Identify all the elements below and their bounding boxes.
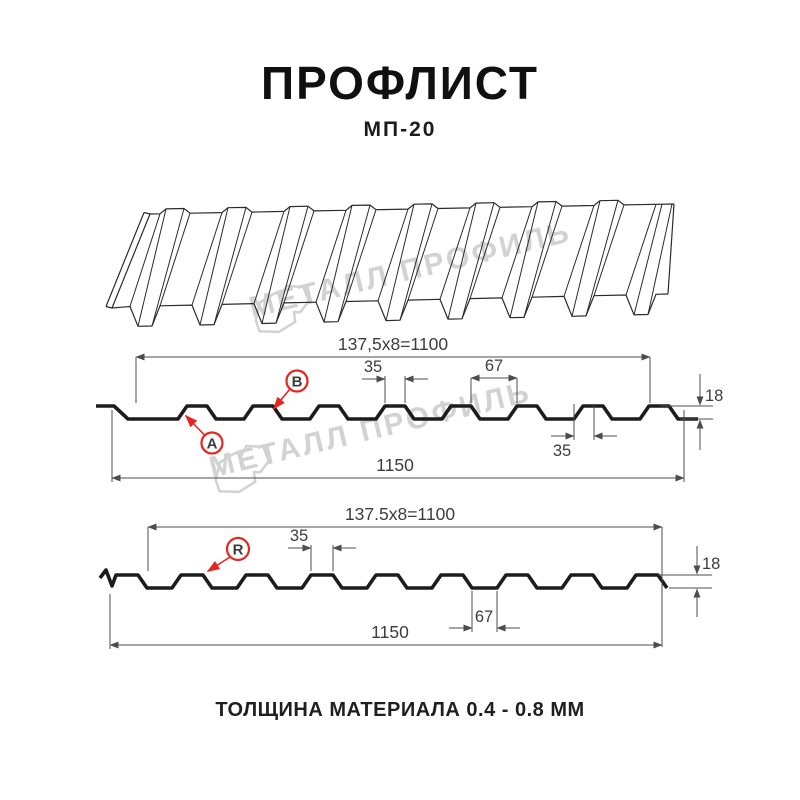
- svg-text:B: B: [292, 374, 303, 391]
- sheet-3d-front-edge: [111, 293, 669, 327]
- metall-profil-logo-icon: [214, 444, 271, 494]
- sheet-3d-back-edge: [149, 199, 675, 215]
- metall-profil-logo-icon: [254, 284, 311, 334]
- page-title: ПРОФЛИСТ: [261, 57, 539, 109]
- sheet-3d-right-edge: [667, 203, 675, 295]
- profile-model: МП-20: [363, 118, 437, 141]
- profile-diagram-bottom: 137.5x8=1100 35 67 18 1150 R: [98, 504, 720, 649]
- dim-rib-top-width: 35: [290, 527, 308, 545]
- dim-rib-bottom-width: 35: [553, 442, 571, 460]
- dim-overall-top: 1150: [376, 455, 414, 475]
- sheet-3d-view: [105, 199, 675, 327]
- watermark: МЕТАЛЛ ПРОФИЛЬ: [206, 375, 535, 494]
- point-label-b: B: [272, 369, 309, 410]
- sheet-3d-rib-lines: [129, 200, 673, 327]
- profile-diagram-top: 137,5x8=1100 1150 35 67 18 35 B A: [96, 334, 723, 482]
- dim-rib-spacing: 67: [485, 357, 503, 375]
- dim-pitch-top: 137,5x8=1100: [338, 334, 448, 354]
- svg-text:A: A: [207, 436, 218, 453]
- dim-pitch-bottom: 137.5x8=1100: [345, 504, 455, 524]
- sheet-3d-left-edge: [105, 211, 151, 309]
- dim-overall-bottom: 1150: [371, 622, 409, 642]
- dim-height: 18: [705, 387, 723, 405]
- dimension-lines: [111, 353, 713, 482]
- point-label-r: R: [206, 536, 251, 573]
- dimension-lines: [109, 523, 712, 649]
- svg-text:R: R: [233, 542, 244, 559]
- watermark: МЕТАЛЛ ПРОФИЛЬ: [246, 215, 575, 334]
- dim-rib-spacing: 67: [475, 608, 493, 626]
- material-thickness-note: ТОЛЩИНА МАТЕРИАЛА 0.4 - 0.8 ММ: [215, 699, 585, 721]
- dim-rib-top-width: 35: [364, 358, 382, 376]
- point-label-a: A: [184, 414, 224, 455]
- header: ПРОФЛИСТ МП-20: [0, 56, 800, 142]
- profile-outline: [96, 404, 698, 421]
- dim-height: 18: [702, 555, 720, 573]
- profile-outline: [98, 568, 669, 590]
